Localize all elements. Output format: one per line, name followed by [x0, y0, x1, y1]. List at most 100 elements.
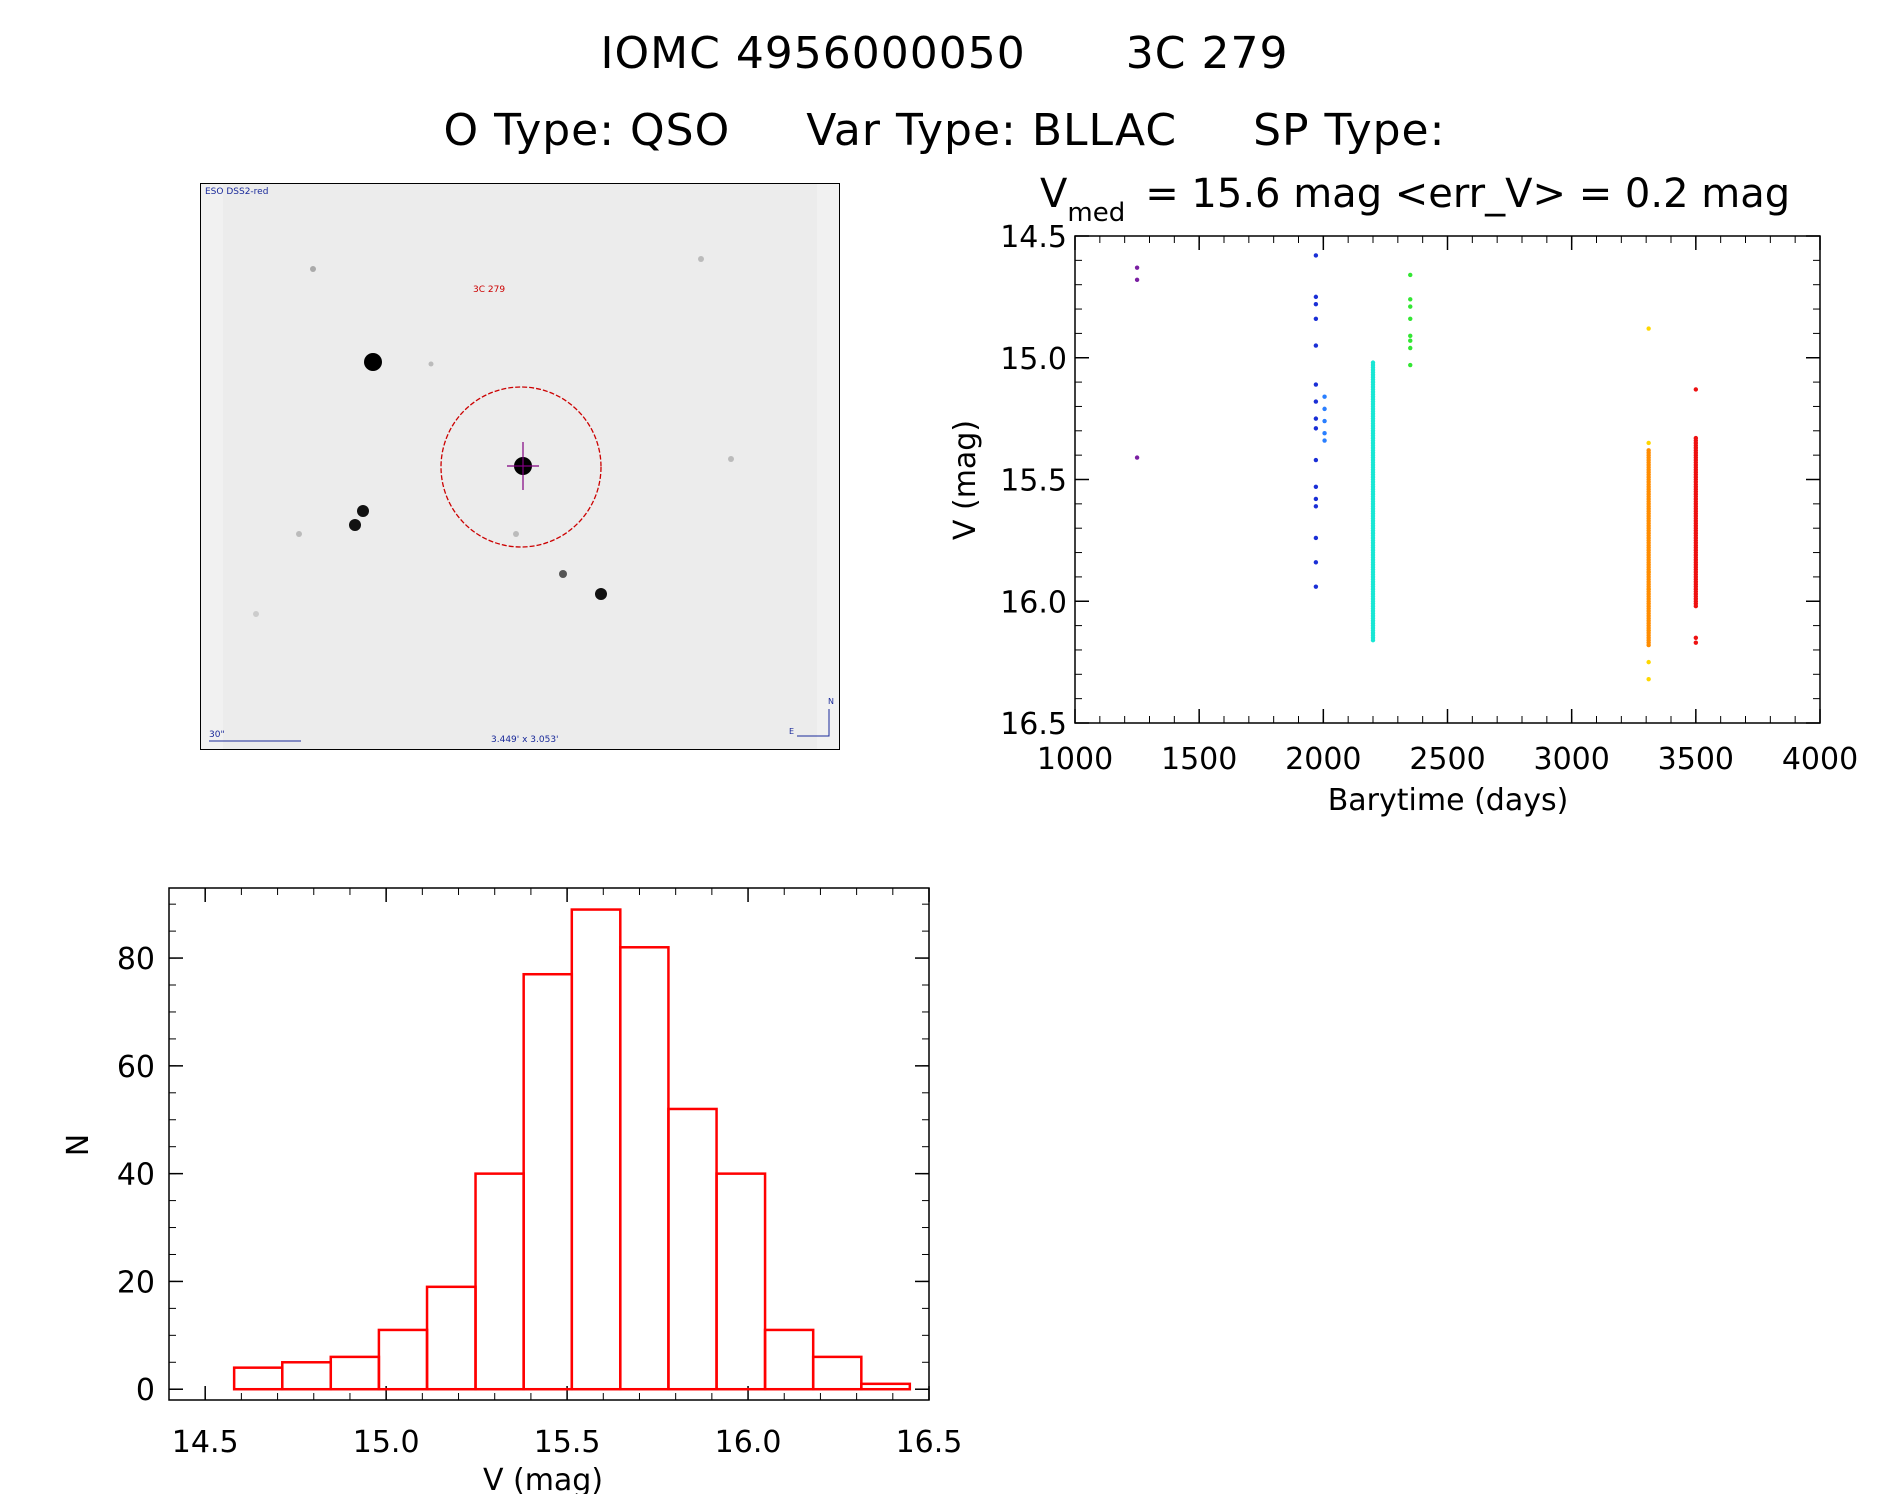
star [364, 353, 382, 371]
target-circle [440, 386, 602, 548]
lc-point-epoch3 [1370, 569, 1376, 575]
lc-point-epoch3 [1370, 501, 1376, 507]
lc-point-epoch2 [1313, 426, 1319, 431]
lc-point-epoch6 [1693, 462, 1699, 468]
lc-point-epoch3 [1370, 564, 1376, 570]
lc-point-epoch6 [1693, 450, 1699, 455]
lc-point-epoch6 [1693, 516, 1699, 521]
lc-point-epoch3 [1370, 579, 1376, 584]
lc-point-epoch5o [1646, 472, 1651, 477]
lc-point-epoch6 [1693, 489, 1699, 494]
lc-point-epoch5o [1646, 526, 1651, 531]
sky-image-panel: ESO DSS2-red 3C 279 30" 3.449' x 3.053' … [200, 183, 840, 750]
survey-label: ESO DSS2-red [205, 187, 268, 197]
lc-point-epoch5o [1646, 591, 1651, 597]
lc-point-epoch5o [1646, 579, 1651, 584]
lc-title-v: V [1040, 171, 1068, 217]
lc-point-epoch5o [1646, 508, 1651, 514]
lc-point-epoch5o [1646, 555, 1651, 560]
lc-point-epoch5y [1646, 659, 1651, 665]
lc-point-epoch5o [1646, 623, 1651, 628]
lc-point-epoch5o [1646, 564, 1651, 570]
lc-point-epoch6 [1693, 467, 1699, 472]
lc-point-epoch3 [1370, 477, 1376, 482]
lc-point-epoch6 [1693, 504, 1699, 509]
lc-point-epoch2b [1322, 438, 1327, 443]
lc-point-epoch3 [1370, 455, 1376, 460]
lc-point-epoch6 [1693, 569, 1699, 575]
lc-point-epoch2 [1313, 535, 1319, 541]
lc-point-epoch5o [1646, 462, 1651, 468]
lc-point-epoch6 [1693, 635, 1699, 640]
lc-point-epoch5o [1646, 474, 1651, 480]
lc-point-epoch6 [1693, 445, 1699, 451]
lc-point-epoch3 [1370, 625, 1376, 631]
lc-point-epoch2 [1313, 253, 1319, 258]
lc-point-epoch3 [1370, 440, 1376, 446]
lc-point-epoch5o [1646, 484, 1651, 490]
lc-point-epoch3 [1370, 608, 1376, 614]
lc-point-epoch3 [1370, 421, 1376, 426]
lc-point-epoch3 [1370, 377, 1376, 382]
star [559, 570, 567, 578]
lc-point-epoch3 [1370, 494, 1376, 499]
lc-point-epoch6 [1693, 572, 1699, 577]
lc-point-epoch3 [1370, 448, 1376, 453]
lc-point-epoch3 [1370, 367, 1376, 373]
lc-point-epoch5o [1646, 457, 1651, 463]
lc-point-epoch3 [1370, 613, 1376, 619]
lc-point-epoch5o [1646, 469, 1651, 475]
lc-point-epoch5o [1646, 608, 1651, 614]
hist-bar [232, 1366, 284, 1391]
lc-point-epoch5o [1646, 633, 1651, 638]
lc-point-epoch6 [1693, 601, 1699, 606]
lc-point-epoch3 [1370, 496, 1376, 502]
lc-point-epoch5o [1646, 496, 1651, 502]
lc-point-epoch3 [1370, 413, 1376, 419]
lc-point-epoch5o [1646, 465, 1651, 470]
lc-xtick-label: 2500 [1409, 742, 1485, 777]
lc-point-epoch3 [1370, 396, 1376, 402]
lc-ytick-label: 16.5 [1000, 707, 1067, 742]
lc-point-epoch6 [1693, 440, 1699, 446]
lc-point-epoch1 [1134, 277, 1140, 283]
lc-point-epoch2 [1313, 301, 1319, 307]
lc-point-epoch5o [1646, 613, 1651, 619]
lc-point-epoch6 [1693, 591, 1699, 597]
lc-point-epoch3 [1370, 445, 1376, 451]
star [357, 505, 369, 517]
lc-point-epoch5o [1646, 562, 1651, 567]
lc-point-epoch3 [1370, 540, 1376, 546]
lc-point-epoch3 [1370, 394, 1376, 399]
lc-point-epoch2 [1313, 484, 1319, 490]
lc-point-epoch5o [1646, 535, 1651, 541]
lc-point-epoch5o [1646, 501, 1651, 507]
lc-xtick-label: 3000 [1533, 742, 1609, 777]
lc-point-epoch3 [1370, 365, 1376, 370]
lc-points [1134, 253, 1699, 682]
lc-point-epoch6 [1693, 435, 1699, 441]
lc-point-epoch4 [1408, 304, 1413, 309]
hist-bar [715, 1172, 767, 1391]
lc-point-epoch3 [1370, 465, 1376, 470]
lc-point-epoch6 [1693, 599, 1699, 604]
lc-point-epoch3 [1370, 596, 1376, 602]
lc-point-epoch3 [1370, 487, 1376, 492]
lc-xtick-label: 4000 [1782, 742, 1858, 777]
lc-axes: 1000 1500 2000 2500 3000 3500 4000 14.5 15.0 15.5… [1000, 220, 1858, 777]
lc-point-epoch5o [1646, 545, 1651, 550]
lc-point-epoch5o [1646, 523, 1651, 528]
compass-east-label: E [789, 727, 794, 736]
lc-point-epoch5o [1646, 533, 1651, 538]
star [428, 361, 434, 367]
lc-point-epoch3 [1370, 521, 1376, 526]
compass-north-label: N [828, 697, 834, 706]
star [296, 531, 302, 537]
object-image-label: 3C 279 [473, 285, 505, 295]
lc-point-epoch5o [1646, 638, 1651, 643]
lc-point-epoch5o [1646, 513, 1651, 519]
star [349, 519, 361, 531]
scale-label: 30" [209, 730, 225, 740]
lc-point-epoch6 [1693, 491, 1699, 497]
lc-point-epoch3 [1370, 499, 1376, 504]
